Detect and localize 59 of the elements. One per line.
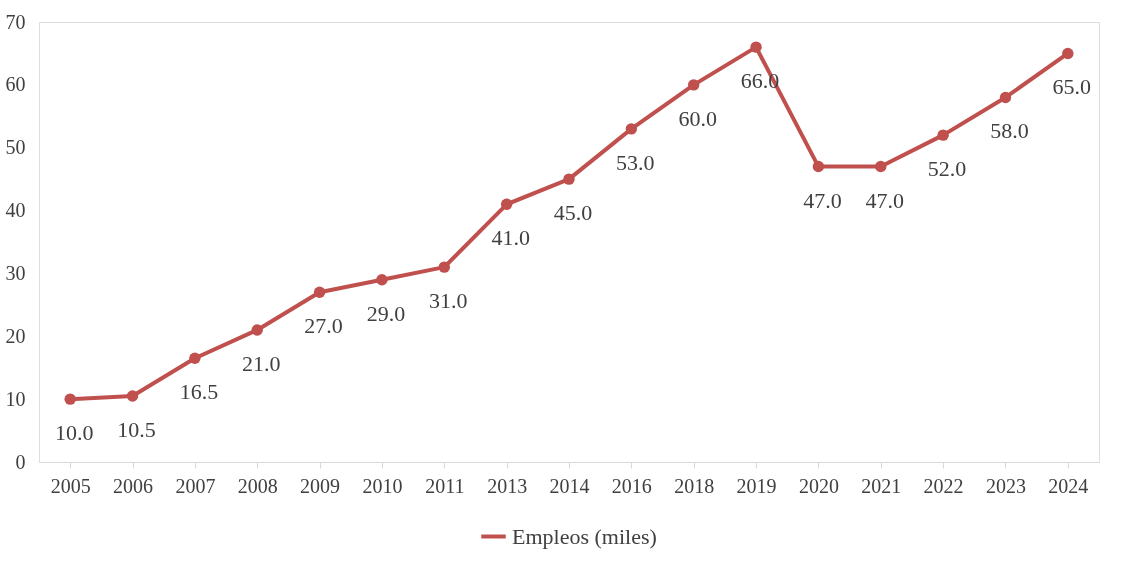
x-tick-label: 2006 (113, 474, 154, 497)
x-tick-label: 2009 (300, 474, 341, 497)
point (189, 352, 201, 364)
text: 47.0 (865, 187, 905, 213)
y-tick-label: 40 (5, 199, 26, 222)
text: 53.0 (616, 149, 655, 175)
text: 16.5 (179, 379, 219, 405)
x-tick-label: 2020 (798, 474, 839, 497)
x-tick-label: 2007 (175, 474, 216, 497)
point (313, 286, 326, 298)
text: 65.0 (1052, 74, 1092, 100)
text: 58.0 (990, 118, 1029, 144)
text: 52.0 (927, 156, 967, 182)
point (126, 390, 139, 402)
x-tick-label: 2010 (362, 474, 403, 497)
point (812, 160, 825, 173)
point (750, 41, 762, 53)
point (500, 198, 513, 210)
x-tick-label: 2008 (237, 474, 278, 497)
point (563, 173, 575, 185)
text: 10.0 (54, 420, 94, 446)
text: 45.0 (553, 200, 593, 226)
point (688, 79, 700, 91)
text: 21.0 (241, 351, 281, 376)
point (999, 91, 1012, 104)
text: 27.0 (304, 313, 343, 339)
text: 41.0 (491, 225, 530, 251)
x-tick-label: 2023 (985, 474, 1026, 497)
x-tick-label: 2016 (611, 474, 652, 497)
point (937, 129, 949, 141)
x-tick-label: 2022 (923, 474, 964, 497)
legend-label: Empleos (miles) (512, 523, 657, 549)
x-tick-label: 2021 (861, 474, 902, 497)
point (875, 160, 887, 173)
x-tick-label: 2018 (674, 474, 715, 497)
y-tick-label: 10 (5, 387, 26, 410)
text: 10.5 (117, 417, 156, 442)
x-tick-label: 2005 (50, 474, 91, 497)
text: 60.0 (678, 105, 717, 131)
y-tick-label: 0 (15, 450, 26, 473)
x-tick-label: 2013 (487, 474, 528, 497)
point (1062, 47, 1074, 60)
x-tick-label: 2024 (1048, 474, 1089, 497)
text: 31.0 (429, 288, 468, 314)
y-tick-label: 20 (5, 324, 26, 347)
x-tick-label: 2014 (549, 474, 590, 497)
y-tick-label: 70 (5, 10, 26, 33)
x-tick-label: 2011 (425, 474, 465, 497)
y-tick-label: 50 (5, 136, 26, 159)
point (64, 393, 76, 405)
point (438, 261, 450, 273)
point (376, 274, 388, 286)
x-tick-label: 2019 (736, 474, 777, 497)
y-tick-label: 60 (5, 73, 26, 96)
point (251, 324, 263, 336)
text: 47.0 (803, 187, 842, 213)
text: 29.0 (366, 300, 406, 326)
y-tick-label: 30 (5, 261, 26, 284)
point (625, 123, 638, 135)
